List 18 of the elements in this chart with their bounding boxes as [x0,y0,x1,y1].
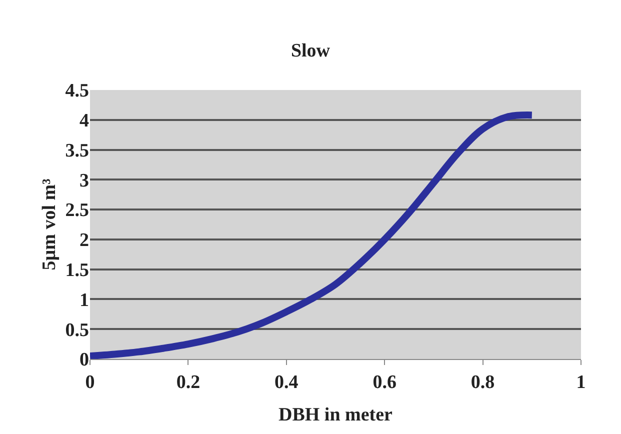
x-tick-label: 0.2 [176,372,200,393]
x-axis-title: DBH in meter [278,404,394,426]
y-tick-label: 4 [80,110,90,132]
x-tick-label: 1 [576,372,586,393]
y-tick-label: 0.5 [65,320,89,341]
y-axis-title: 5µm vol m³ [39,178,60,270]
y-tick-label: 1.5 [65,260,89,281]
y-tick-label: 4.5 [65,80,89,102]
y-tick-label: 3 [80,170,89,192]
y-tick-label: 1 [80,290,89,311]
x-tick-label: 0.4 [274,372,299,393]
x-tick-label: 0.6 [372,372,396,393]
chart-title: Slow [290,40,330,62]
y-tick-label: 2 [80,230,89,252]
y-tick-label: 0 [80,350,89,371]
y-tick-label: 2.5 [65,200,89,222]
x-tick-label: 0.8 [470,372,495,393]
y-tick-label: 3.5 [65,140,89,162]
